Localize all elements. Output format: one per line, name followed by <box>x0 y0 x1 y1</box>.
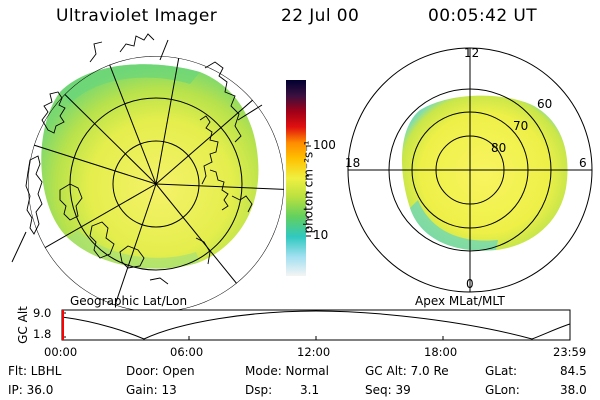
orbit-xtick: 23:59 <box>553 345 587 359</box>
mlt-label-18: 18 <box>345 156 361 170</box>
polar-mlt-plot <box>347 47 593 293</box>
orbit-ytick-bottom: 1.8 <box>33 327 52 341</box>
geo-aurora-image <box>41 64 259 269</box>
orbit-xtick: 18:00 <box>424 345 458 359</box>
colorbar-ticks <box>306 145 311 237</box>
orbit-altitude-plot <box>61 309 571 341</box>
orbit-ytick-top: 9.0 <box>33 306 52 320</box>
coastline-outlines <box>25 33 253 285</box>
orbit-altitude-curve <box>61 310 571 340</box>
mlat-label-70: 70 <box>513 119 529 133</box>
status-gc-alt: GC Alt: 7.0 Re <box>365 364 449 378</box>
mlat-label-60: 60 <box>537 97 553 111</box>
status-glat-label: GLat: <box>485 364 518 378</box>
geographic-map <box>11 33 284 312</box>
orbit-xtick: 00:00 <box>44 345 78 359</box>
status-dsp-label: Dsp: <box>245 383 273 397</box>
colorbar-tick-10: 10 <box>313 228 329 242</box>
status-ip: IP: 36.0 <box>8 383 54 397</box>
status-seq: Seq: 39 <box>365 383 411 397</box>
status-filter: Flt: LBHL <box>8 364 62 378</box>
polar-aurora-image <box>401 95 568 251</box>
orbit-ylabel: GC Alt <box>15 306 30 344</box>
mlat-label-80: 80 <box>491 141 507 155</box>
status-glon-label: GLon: <box>485 383 520 397</box>
orbit-xtick: 12:00 <box>297 345 331 359</box>
date-label: 22 Jul 00 <box>281 6 360 26</box>
time-label: 00:05:42 UT <box>428 6 537 26</box>
mlt-label-0: 0 <box>466 277 474 291</box>
status-gain: Gain: 13 <box>126 383 177 397</box>
status-door: Door: Open <box>126 364 195 378</box>
colorbar-tick-100: 100 <box>313 138 336 152</box>
instrument-title: Ultraviolet Imager <box>56 6 218 26</box>
geo-panel-caption: Geographic Lat/Lon <box>70 294 188 308</box>
mlt-label-12: 12 <box>464 46 480 60</box>
orbit-xtick: 06:00 <box>170 345 204 359</box>
status-dsp-value: 3.1 <box>300 383 320 397</box>
status-glon-value: 38.0 <box>560 383 587 397</box>
colorbar-unit-label: photon cm⁻²s⁻¹ <box>301 140 316 234</box>
status-glat-value: 84.5 <box>560 364 587 378</box>
polar-panel-caption: Apex MLat/MLT <box>415 294 505 308</box>
status-mode: Mode: Normal <box>245 364 329 378</box>
mlt-label-6: 6 <box>579 156 587 170</box>
colorbar <box>286 80 306 276</box>
